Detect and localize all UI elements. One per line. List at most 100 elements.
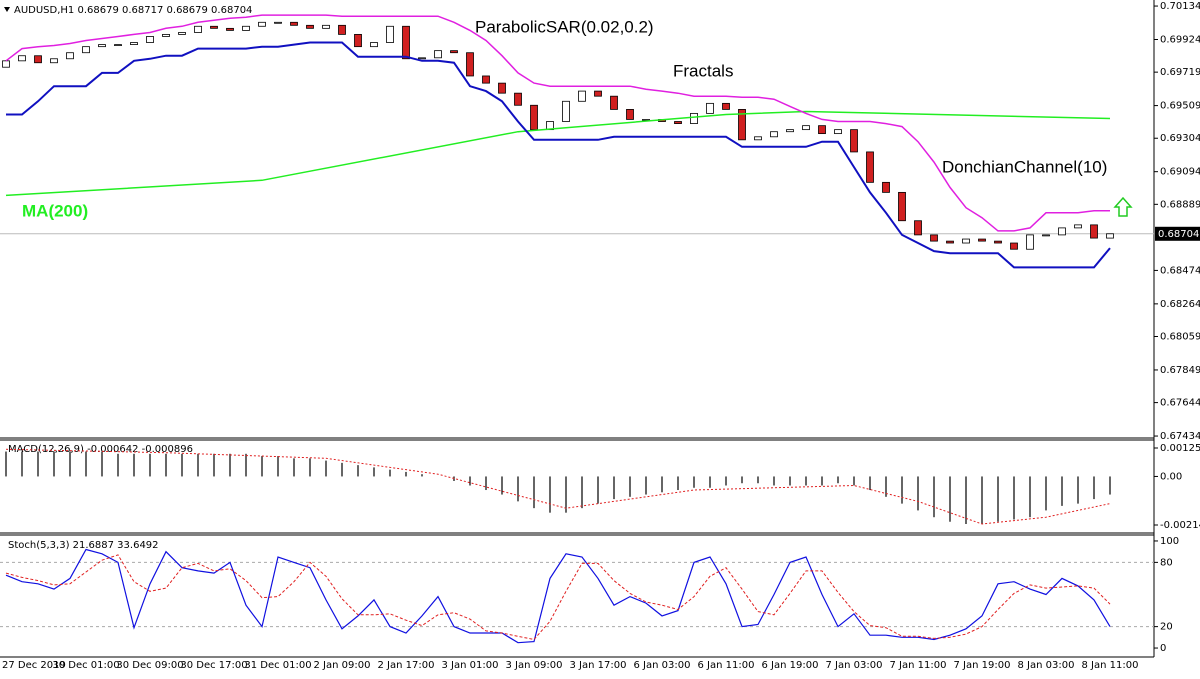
- x-tick-label: 6 Jan 11:00: [698, 660, 755, 671]
- candle: [290, 21, 298, 26]
- candle: [818, 125, 826, 135]
- x-tick-label: 2 Jan 09:00: [314, 660, 371, 671]
- y-tick-label: 0.69094: [1160, 167, 1200, 178]
- candle: [754, 136, 762, 141]
- y-tick-label: 80: [1160, 557, 1173, 568]
- candle: [978, 238, 986, 242]
- candle: [1010, 242, 1018, 250]
- candle: [82, 46, 90, 54]
- candle: [2, 60, 10, 68]
- candle: [594, 90, 602, 97]
- y-tick-label: 0.70134: [1160, 1, 1200, 12]
- y-tick-label: 0.68059: [1160, 332, 1200, 343]
- candle: [194, 25, 202, 33]
- candle: [626, 109, 634, 120]
- candle: [498, 82, 506, 94]
- candle: [930, 234, 938, 242]
- candle: [994, 240, 1002, 244]
- candle: [146, 36, 154, 43]
- candle: [882, 181, 890, 193]
- x-tick-label: 6 Jan 03:00: [634, 660, 691, 671]
- y-tick-label: 0.69719: [1160, 67, 1200, 78]
- candle: [34, 55, 42, 64]
- candle: [866, 151, 874, 183]
- x-tick-label: 2 Jan 17:00: [378, 660, 435, 671]
- candle: [706, 102, 714, 114]
- x-tick-label: 30 Dec 01:00: [52, 660, 119, 671]
- x-tick-label: 27 Dec 2019: [2, 660, 66, 671]
- x-tick-label: 8 Jan 03:00: [1018, 660, 1075, 671]
- candle: [50, 58, 58, 64]
- menu-triangle: [4, 7, 10, 12]
- x-tick-label: 31 Dec 01:00: [244, 660, 311, 671]
- y-tick-label: -0.002144: [1160, 520, 1200, 531]
- y-tick-label: 0.67849: [1160, 365, 1200, 376]
- candle: [850, 129, 858, 153]
- x-tick-label: 6 Jan 19:00: [762, 660, 819, 671]
- up-arrow: [1113, 196, 1133, 217]
- candle: [962, 238, 970, 244]
- candle: [98, 44, 106, 48]
- candle: [690, 112, 698, 124]
- candle: [210, 25, 218, 29]
- x-tick-label: 7 Jan 19:00: [954, 660, 1011, 671]
- candle: [338, 24, 346, 35]
- y-tick-label: 20: [1160, 622, 1173, 633]
- y-tick-label: 0.68474: [1160, 265, 1200, 276]
- y-tick-label: 0.69509: [1160, 101, 1200, 112]
- x-tick-label: 7 Jan 11:00: [890, 660, 947, 671]
- current-price-label: 0.68704: [1158, 229, 1199, 240]
- candle: [578, 90, 586, 102]
- candle: [242, 25, 250, 31]
- candle: [258, 21, 266, 27]
- candle: [18, 55, 26, 62]
- y-tick-label: 0.00: [1160, 471, 1182, 482]
- candle: [466, 52, 474, 77]
- candle: [130, 42, 138, 45]
- candle: [450, 50, 458, 54]
- candle: [274, 21, 282, 24]
- donchian-upper: [5, 14, 1110, 232]
- candle: [514, 92, 522, 106]
- candle: [722, 102, 730, 110]
- candle: [482, 75, 490, 84]
- y-tick-label: 0.69304: [1160, 133, 1200, 144]
- annotation: Fractals: [673, 61, 733, 80]
- candle: [1106, 233, 1114, 239]
- x-tick-label: 3 Jan 17:00: [570, 660, 627, 671]
- y-tick-label: 0.69924: [1160, 34, 1200, 45]
- x-tick-label: 30 Dec 17:00: [180, 660, 247, 671]
- stoch-line: [5, 548, 1111, 644]
- candle: [1026, 234, 1034, 250]
- candle: [434, 50, 442, 59]
- candle: [370, 42, 378, 48]
- candle: [418, 57, 426, 60]
- y-tick-label: 100: [1160, 536, 1179, 547]
- candle: [1058, 227, 1066, 236]
- ma-line: [5, 110, 1111, 197]
- donchian-label: DonchianChannel(10): [942, 157, 1107, 176]
- donchian-lower: [6, 41, 1111, 269]
- current-price-box: [1155, 226, 1200, 241]
- y-tick-label: 0.67644: [1160, 398, 1200, 409]
- candle: [162, 33, 170, 37]
- x-tick-label: 7 Jan 03:00: [826, 660, 883, 671]
- candle: [898, 191, 906, 222]
- macd-title: MACD(12,26,9) -0.000642 -0.000896: [8, 444, 193, 455]
- candle: [914, 220, 922, 236]
- chart-header: AUDUSD,H1 0.68679 0.68717 0.68679 0.6870…: [14, 5, 252, 16]
- y-tick-label: 0.67434: [1160, 431, 1200, 442]
- candle: [530, 104, 538, 131]
- y-tick-label: 0.68264: [1160, 299, 1200, 310]
- candle: [1074, 224, 1082, 229]
- x-tick-label: 8 Jan 11:00: [1082, 660, 1139, 671]
- x-tick-label: 3 Jan 09:00: [506, 660, 563, 671]
- y-tick-label: 0: [1160, 643, 1166, 654]
- candle: [834, 129, 842, 135]
- stoch-line: [5, 554, 1111, 641]
- candle: [770, 131, 778, 138]
- candle: [226, 27, 234, 31]
- annotation: ParabolicSAR(0.02,0.2): [475, 17, 654, 36]
